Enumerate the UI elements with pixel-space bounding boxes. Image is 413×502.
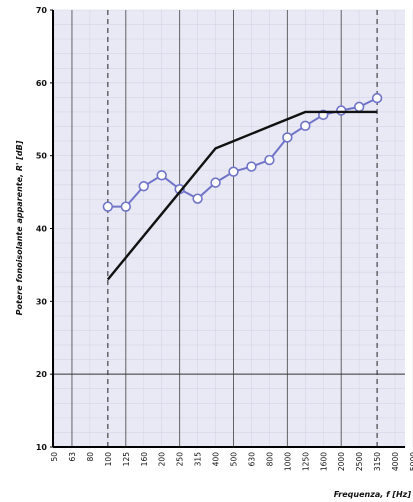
data-point-200	[156, 170, 167, 181]
x-axis-label: Frequenza, f [Hz]	[334, 490, 412, 499]
x-tick-label: 125	[122, 452, 131, 467]
vertical-lines	[53, 10, 405, 447]
x-tick-label: 4000	[391, 452, 400, 471]
data-point-2000	[336, 105, 347, 116]
x-tick-label: 500	[230, 452, 239, 467]
x-tick-label: 1250	[301, 452, 310, 471]
data-point-630	[246, 161, 257, 172]
data-point-3150	[371, 92, 383, 104]
y-tick-label: 10	[36, 443, 48, 452]
x-tick-label: 3150	[373, 452, 382, 471]
x-tick-label: 80	[86, 452, 95, 462]
y-tick-label: 40	[36, 225, 48, 234]
y-tick-label: 70	[36, 6, 48, 15]
x-tick-label: 2000	[337, 452, 346, 471]
y-tick-label: 50	[36, 152, 48, 161]
y-tick-label: 20	[36, 370, 48, 379]
data-point-400	[210, 177, 221, 188]
data-point-500	[228, 166, 239, 177]
data-point-2500	[353, 101, 365, 113]
x-tick-label: 2500	[355, 452, 364, 471]
y-axis-label: Potere fonoisolante apparente, R' [dB]	[15, 140, 24, 315]
y-tick-label: 60	[36, 79, 48, 88]
data-point-125	[120, 201, 132, 212]
tick-labels: 10 20 30 40 50 60 70 50 63 80 100 125 160 200 250 315 40…	[36, 6, 413, 471]
data-point-315	[192, 193, 203, 204]
x-tick-label: 800	[265, 452, 274, 467]
x-tick-label: 1000	[283, 452, 292, 471]
data-point-1000	[282, 132, 293, 143]
x-tick-label: 1600	[319, 452, 328, 471]
reference-curve	[106, 110, 378, 281]
x-tick-label: 63	[68, 452, 77, 462]
data-point-100	[102, 201, 114, 212]
data-point-800	[264, 154, 275, 166]
x-tick-label: 160	[140, 452, 149, 467]
x-tick-label: 5000	[409, 452, 413, 471]
x-tick-label: 250	[176, 452, 185, 467]
x-tick-label: 315	[194, 452, 203, 467]
x-tick-label: 50	[50, 452, 59, 462]
data-point-160	[138, 181, 149, 192]
data-point-1250	[300, 120, 311, 132]
y-tick-label: 30	[36, 297, 48, 306]
x-tick-label: 630	[247, 452, 256, 467]
series-layer	[102, 92, 383, 281]
x-tick-label: 200	[158, 452, 167, 467]
x-tick-label: 100	[104, 452, 113, 467]
x-tick-label: 400	[212, 452, 221, 467]
